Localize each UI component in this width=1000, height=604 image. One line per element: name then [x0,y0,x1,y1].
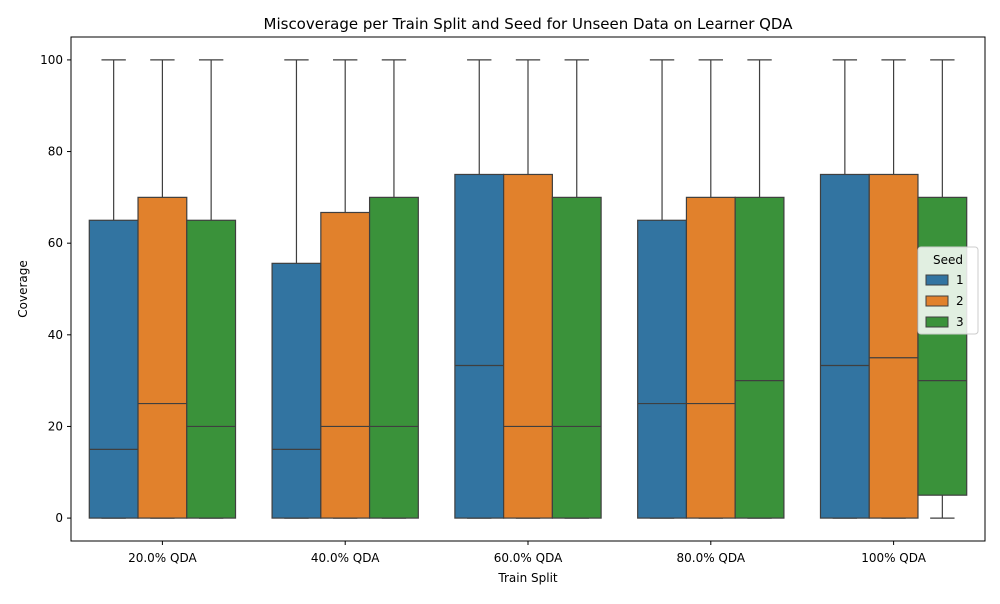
box [819,173,870,519]
x-tick-label: 60.0% QDA [494,551,563,565]
box [917,196,968,496]
legend-swatch [925,316,949,328]
box [685,196,736,519]
legend-swatch [925,295,949,307]
box [637,219,688,519]
x-tick-label: 40.0% QDA [311,551,380,565]
y-tick-label: 20 [48,419,63,433]
y-tick-label: 0 [55,511,63,525]
legend-label: 1 [956,273,964,287]
x-tick-label: 80.0% QDA [676,551,745,565]
y-axis: 0 20 40 60 80 100 [40,53,71,525]
box [88,219,139,519]
legend-title: Seed [933,253,963,267]
box [137,196,188,519]
legend-label: 2 [956,294,964,308]
legend-label: 3 [956,315,964,329]
x-axis: 20.0% QDA 40.0% QDA 60.0% QDA 80.0% QDA 100%… [128,541,927,565]
box [551,196,602,519]
box [734,196,785,519]
x-tick-label: 100% QDA [861,551,927,565]
legend: Seed 1 2 3 [917,246,979,335]
x-axis-label: Train Split [497,571,558,585]
y-tick-label: 60 [48,236,63,250]
legend-swatch [925,274,949,286]
box [271,262,322,519]
box [454,173,505,519]
box [320,211,371,519]
box-group [88,59,968,519]
legend-frame [917,246,979,335]
box [186,219,237,519]
box [368,196,419,519]
y-tick-label: 40 [48,328,63,342]
y-axis-label: Coverage [16,260,30,318]
box [503,173,553,519]
box [868,173,919,519]
y-tick-label: 80 [48,145,63,159]
chart-title: Miscoverage per Train Split and Seed for… [264,15,794,33]
y-tick-label: 100 [40,53,63,67]
x-tick-label: 20.0% QDA [128,551,197,565]
